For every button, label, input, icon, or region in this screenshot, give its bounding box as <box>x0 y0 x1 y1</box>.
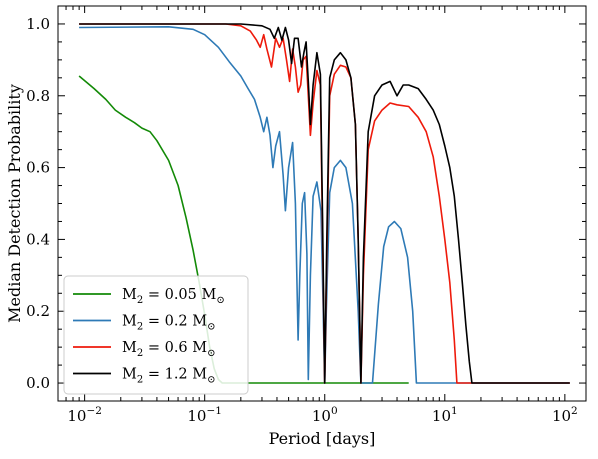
x-tick-label: 102 <box>552 405 578 425</box>
y-tick-label: 0.4 <box>26 230 50 248</box>
legend-entry-label: M2 = 1.2 M⊙ <box>122 367 216 386</box>
y-tick-label: 1.0 <box>26 15 50 33</box>
legend-entry-label: M2 = 0.05 M⊙ <box>122 287 225 306</box>
y-tick-label: 0.8 <box>26 87 50 105</box>
legend: M2 = 0.05 M⊙ M2 = 0.2 M⊙ M2 = 0.6 M⊙ M2 = 1… <box>63 275 249 395</box>
x-tick-label: 10−1 <box>187 405 222 425</box>
y-axis-label: Median Detection Probability <box>5 84 24 323</box>
y-tick-label: 0.2 <box>26 302 50 320</box>
x-axis-label: Period [days] <box>269 429 376 448</box>
x-tick-label: 10−2 <box>67 405 102 425</box>
x-tick-label: 101 <box>432 405 458 425</box>
series-line-3 <box>79 23 570 384</box>
legend-entry-label: M2 = 0.2 M⊙ <box>122 314 216 333</box>
ticks-layer: 10−2 10−1 100 101 102 0.0 0.2 0.4 0.6 0.8 1.0 <box>26 5 586 425</box>
x-tick-label: 100 <box>312 405 338 425</box>
legend-entry-label: M2 = 0.6 M⊙ <box>122 340 216 359</box>
series-line-1 <box>79 26 570 384</box>
y-tick-label: 0.6 <box>26 159 50 177</box>
y-tick-label: 0.0 <box>26 374 50 392</box>
legend-box <box>63 275 249 395</box>
